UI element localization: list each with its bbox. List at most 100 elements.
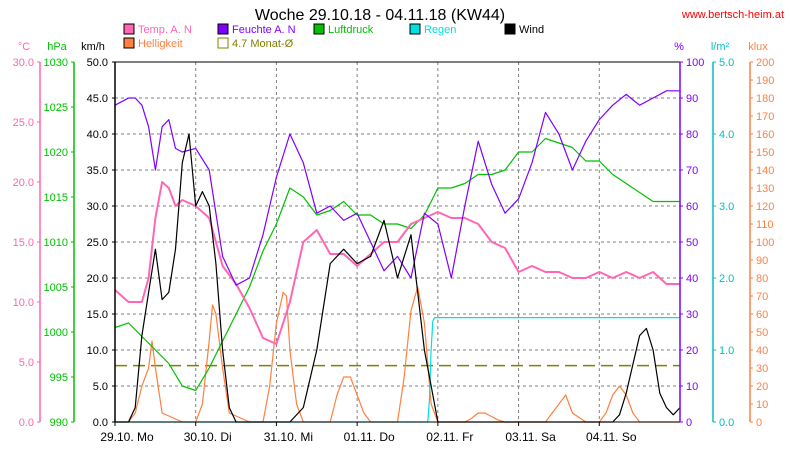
tick-label-rain: 1.0 <box>719 345 734 357</box>
tick-label-wind: 50.0 <box>87 57 108 69</box>
tick-label-humidity: 90 <box>686 93 698 105</box>
x-tick-label: 04.11. So <box>586 430 637 444</box>
tick-label-temp: 15.0 <box>13 237 34 249</box>
tick-label-light: 160 <box>756 129 774 141</box>
tick-label-light: 90 <box>756 255 768 267</box>
x-tick-label: 30.10. Di <box>184 430 232 444</box>
tick-label-wind: 45.0 <box>87 93 108 105</box>
tick-label-temp: 30.0 <box>13 57 34 69</box>
legend-swatch <box>123 23 135 35</box>
tick-label-light: 70 <box>756 291 768 303</box>
series-line-luftdruck <box>114 137 680 392</box>
tick-label-light: 20 <box>756 381 768 393</box>
legend-swatch <box>409 23 421 35</box>
legend-label: Luftdruck <box>328 24 374 36</box>
tick-label-wind: 30.0 <box>87 201 108 213</box>
legend-label: Temp. A. N <box>138 24 192 36</box>
tick-label-wind: 10.0 <box>87 345 108 357</box>
tick-label-light: 10 <box>756 399 768 411</box>
tick-label-light: 200 <box>756 57 774 69</box>
axes: 0.05.010.015.020.025.030.099099510001005… <box>13 57 775 429</box>
axis-unit-light: klux <box>748 41 768 53</box>
tick-label-light: 180 <box>756 93 774 105</box>
legend-label: Regen <box>424 24 456 36</box>
tick-label-pressure: 1005 <box>44 282 68 294</box>
tick-label-temp: 20.0 <box>13 177 34 189</box>
tick-label-humidity: 0 <box>686 417 692 429</box>
legend-swatch <box>123 37 135 49</box>
tick-label-humidity: 50 <box>686 237 698 249</box>
series-line-feuchte-a-n <box>114 90 680 286</box>
tick-label-rain: 5.0 <box>719 57 734 69</box>
tick-label-pressure: 1025 <box>44 102 68 114</box>
axis-unit-labels: °C hPa km/h% l/m² klux <box>18 41 768 53</box>
tick-label-humidity: 100 <box>686 57 704 69</box>
tick-label-light: 100 <box>756 237 774 249</box>
tick-label-light: 80 <box>756 273 768 285</box>
tick-label-humidity: 60 <box>686 201 698 213</box>
tick-label-light: 130 <box>756 183 774 195</box>
x-tick-label: 01.11. Do <box>344 430 395 444</box>
tick-label-light: 50 <box>756 327 768 339</box>
tick-label-rain: 4.0 <box>719 129 734 141</box>
tick-label-light: 140 <box>756 165 774 177</box>
x-tick-label: 03.11. Sa <box>505 430 556 444</box>
tick-label-humidity: 80 <box>686 129 698 141</box>
tick-label-light: 170 <box>756 111 774 123</box>
tick-label-humidity: 70 <box>686 165 698 177</box>
tick-label-wind: 0.0 <box>93 417 108 429</box>
tick-label-light: 30 <box>756 363 768 375</box>
tick-label-pressure: 1000 <box>44 327 68 339</box>
source-label: www.bertsch-heim.at <box>681 9 784 21</box>
legend-swatch <box>217 23 229 35</box>
tick-label-wind: 15.0 <box>87 309 108 321</box>
tick-label-pressure: 1015 <box>44 192 68 204</box>
axis-unit-wind: km/h <box>81 41 105 53</box>
tick-label-pressure: 1020 <box>44 147 68 159</box>
tick-label-light: 190 <box>756 75 774 87</box>
tick-label-humidity: 30 <box>686 309 698 321</box>
tick-label-rain: 0.0 <box>719 417 734 429</box>
tick-label-wind: 35.0 <box>87 165 108 177</box>
tick-label-temp: 0.0 <box>19 417 34 429</box>
x-axis-labels: 29.10. Mo 30.10. Di 31.10. Mi 01.11. Do 02.1… <box>100 422 637 444</box>
tick-label-light: 150 <box>756 147 774 159</box>
legend-label: Helligkeit <box>138 38 183 50</box>
legend-label: Feuchte A. N <box>232 24 296 36</box>
tick-label-humidity: 20 <box>686 345 698 357</box>
tick-label-light: 40 <box>756 345 768 357</box>
series-line-regen <box>115 317 680 423</box>
tick-label-temp: 5.0 <box>19 357 34 369</box>
tick-label-wind: 40.0 <box>87 129 108 141</box>
legend-swatch <box>217 37 229 49</box>
tick-label-rain: 2.0 <box>719 273 734 285</box>
axis-unit-temp: °C <box>18 41 30 53</box>
tick-label-pressure: 1010 <box>44 237 68 249</box>
legend-swatch <box>313 23 325 35</box>
tick-label-pressure: 990 <box>50 417 68 429</box>
chart-title: Woche 29.10.18 - 04.11.18 (KW44) <box>255 7 505 24</box>
tick-label-wind: 20.0 <box>87 273 108 285</box>
tick-label-humidity: 40 <box>686 273 698 285</box>
legend-label: 4.7 Monat-Ø <box>232 38 294 50</box>
tick-label-temp: 25.0 <box>13 117 34 129</box>
tick-label-pressure: 995 <box>50 372 68 384</box>
tick-label-pressure: 1030 <box>44 57 68 69</box>
tick-label-wind: 5.0 <box>93 381 108 393</box>
x-tick-label: 29.10. Mo <box>100 430 154 444</box>
legend-swatch <box>504 23 516 35</box>
legend: Temp. A. N Feuchte A. N Luftdruck Regen Wind… <box>123 23 544 50</box>
axis-unit-pressure: hPa <box>47 41 67 53</box>
tick-label-humidity: 10 <box>686 381 698 393</box>
axis-unit-humidity: % <box>674 41 684 53</box>
tick-label-wind: 25.0 <box>87 237 108 249</box>
tick-label-light: 110 <box>756 219 774 231</box>
axis-unit-rain: l/m² <box>711 41 730 53</box>
legend-label: Wind <box>519 24 544 36</box>
tick-label-rain: 3.0 <box>719 201 734 213</box>
series-line-wind <box>115 133 681 423</box>
x-tick-label: 31.10. Mi <box>264 430 313 444</box>
tick-label-temp: 10.0 <box>13 297 34 309</box>
